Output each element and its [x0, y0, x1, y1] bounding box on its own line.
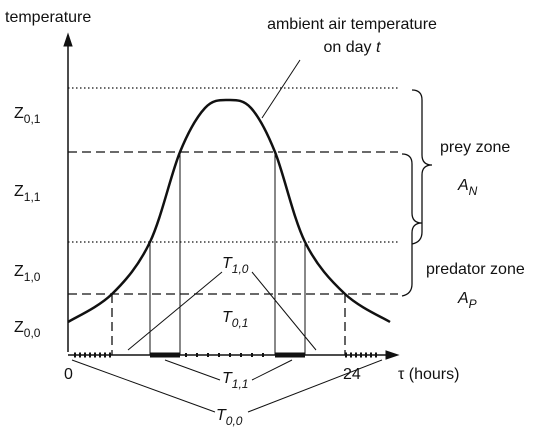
curve-label: on day t [324, 39, 382, 56]
leader [261, 59, 301, 119]
temperature-curve [67, 98, 391, 324]
leader [247, 359, 383, 413]
leader [251, 271, 317, 351]
leader [251, 359, 293, 381]
leader [164, 359, 221, 381]
zone-name: Z0,0 [14, 319, 41, 340]
zone-symbol: AN [457, 177, 478, 198]
y-arrow [63, 32, 73, 47]
interval-name: T1,1 [222, 370, 248, 391]
brace [411, 89, 433, 245]
x-tick-label: 0 [64, 366, 73, 383]
zone-name: Z1,0 [14, 263, 41, 284]
zone-name: Z1,1 [14, 183, 41, 204]
interval-name: T0,1 [222, 309, 248, 330]
x-axis-label: τ (hours) [398, 366, 459, 383]
zone-symbol: AP [457, 290, 477, 311]
lines [63, 32, 433, 413]
subscript-labels: Z0,1 Z1,1 Z1,0 Z0,0 T1,0 T0,1 T1,1 T0,0 [14, 105, 249, 428]
interval-name: T1,0 [222, 255, 249, 276]
leader [127, 271, 223, 351]
zone-name: Z0,1 [14, 105, 41, 126]
x-arrow [385, 350, 400, 360]
y-axis-label: temperature [5, 9, 91, 26]
curve-label: ambient air temperature [267, 16, 437, 33]
interval-name: T0,0 [216, 407, 243, 428]
leader [71, 359, 216, 413]
brace [401, 153, 423, 297]
zone-label: prey zone [440, 139, 510, 156]
zone-label: predator zone [426, 261, 525, 278]
x-tick-label: 24 [343, 366, 361, 383]
